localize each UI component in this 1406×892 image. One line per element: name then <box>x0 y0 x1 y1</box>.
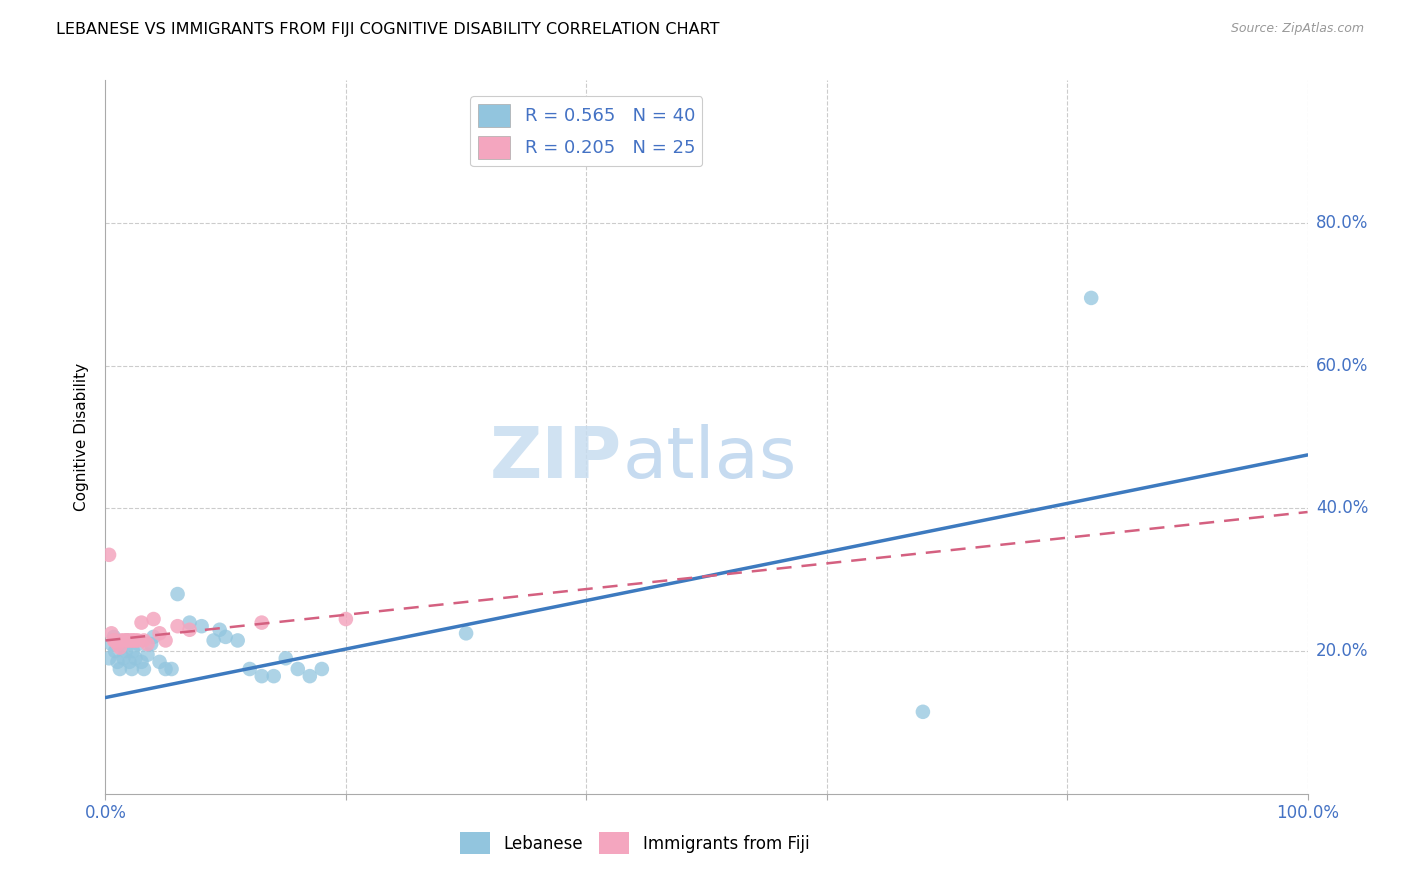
Point <box>112 633 135 648</box>
Point <box>122 633 145 648</box>
Point <box>155 633 177 648</box>
Point <box>136 648 159 662</box>
Point <box>132 633 155 648</box>
Point <box>179 615 201 630</box>
Point <box>98 651 121 665</box>
Point <box>287 662 309 676</box>
Point <box>104 633 127 648</box>
Point <box>148 655 170 669</box>
Text: ZIP: ZIP <box>491 424 623 493</box>
Point <box>104 644 127 658</box>
Point <box>124 651 146 665</box>
Point <box>208 623 231 637</box>
Point <box>118 655 141 669</box>
Point <box>115 644 138 658</box>
Point <box>115 633 138 648</box>
Point <box>103 630 125 644</box>
Point <box>139 637 162 651</box>
Point <box>121 662 143 676</box>
Text: 80.0%: 80.0% <box>1316 214 1368 232</box>
Point <box>100 637 122 651</box>
Text: atlas: atlas <box>623 424 797 493</box>
Point <box>298 669 321 683</box>
Point <box>202 633 225 648</box>
Point <box>454 626 477 640</box>
Point <box>190 619 212 633</box>
Text: LEBANESE VS IMMIGRANTS FROM FIJI COGNITIVE DISABILITY CORRELATION CHART: LEBANESE VS IMMIGRANTS FROM FIJI COGNITI… <box>56 22 720 37</box>
Text: Source: ZipAtlas.com: Source: ZipAtlas.com <box>1230 22 1364 36</box>
Point <box>100 626 122 640</box>
Point <box>1080 291 1102 305</box>
Point <box>124 633 146 648</box>
Point <box>274 651 297 665</box>
Point <box>250 615 273 630</box>
Point <box>108 640 131 655</box>
Point <box>107 637 129 651</box>
Point <box>127 637 149 651</box>
Point <box>127 633 149 648</box>
Text: 40.0%: 40.0% <box>1316 500 1368 517</box>
Point <box>115 633 138 648</box>
Point <box>122 644 145 658</box>
Point <box>160 662 183 676</box>
Point <box>250 669 273 683</box>
Point <box>103 633 125 648</box>
Point <box>179 623 201 637</box>
Point <box>112 651 135 665</box>
Point <box>142 630 165 644</box>
Text: 60.0%: 60.0% <box>1316 357 1368 375</box>
Point <box>121 633 143 648</box>
Point <box>142 612 165 626</box>
Point <box>131 615 153 630</box>
Point <box>110 637 132 651</box>
Y-axis label: Cognitive Disability: Cognitive Disability <box>75 363 90 511</box>
Point <box>132 662 155 676</box>
Point <box>911 705 934 719</box>
Text: 20.0%: 20.0% <box>1316 642 1368 660</box>
Point <box>166 587 188 601</box>
Point <box>155 662 177 676</box>
Legend: Lebanese, Immigrants from Fiji: Lebanese, Immigrants from Fiji <box>453 826 815 861</box>
Point <box>107 655 129 669</box>
Point <box>115 633 138 648</box>
Point <box>335 612 357 626</box>
Point <box>118 633 141 648</box>
Point <box>311 662 333 676</box>
Point <box>166 619 188 633</box>
Point <box>131 655 153 669</box>
Point <box>214 630 236 644</box>
Point <box>108 662 131 676</box>
Point <box>136 637 159 651</box>
Point <box>239 662 262 676</box>
Point <box>226 633 249 648</box>
Point <box>110 633 132 648</box>
Point <box>263 669 285 683</box>
Point <box>98 548 121 562</box>
Point <box>148 626 170 640</box>
